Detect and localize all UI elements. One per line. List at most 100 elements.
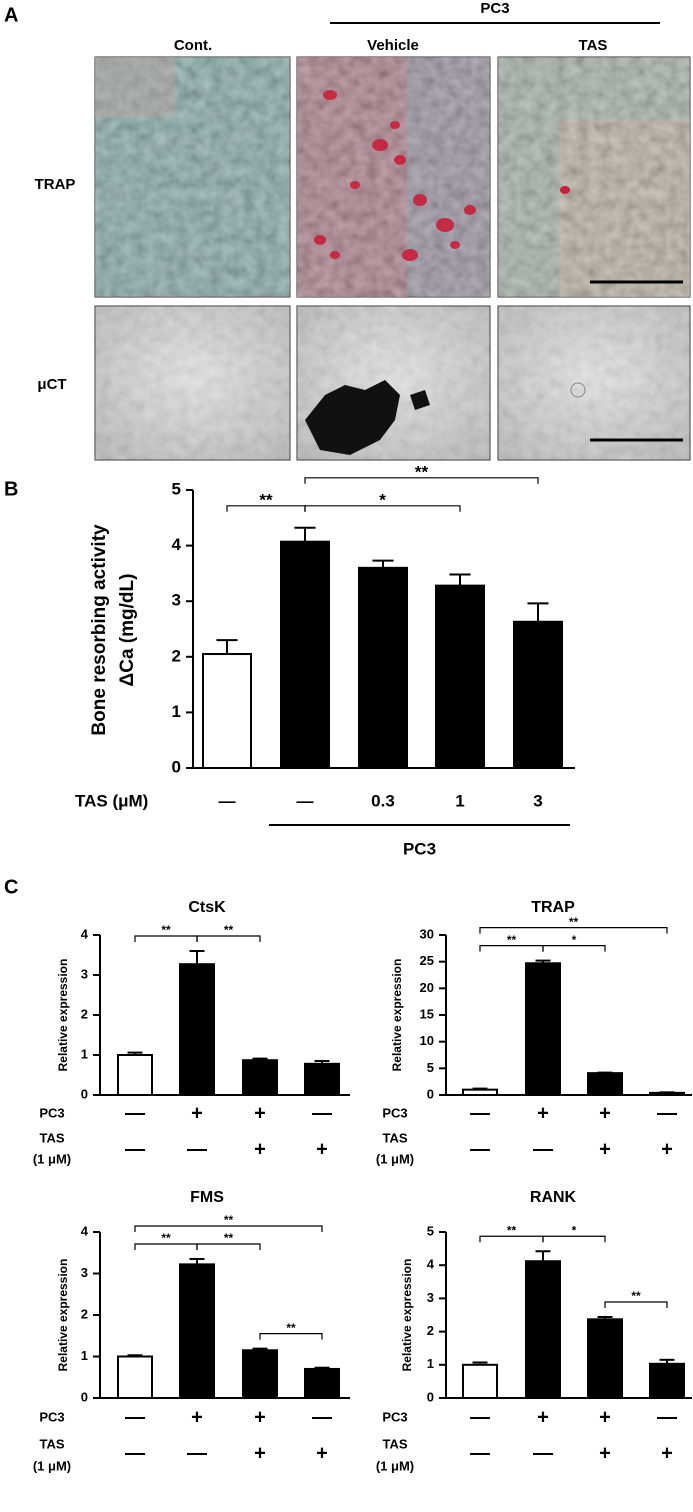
panel-label: A (4, 4, 18, 26)
y-tick-label: 2 (427, 1323, 434, 1338)
significance-bracket (304, 477, 539, 484)
y-tick-label: 2 (81, 1006, 88, 1021)
y-tick-label: 3 (427, 1290, 434, 1305)
chart-title: RANK (530, 1189, 577, 1206)
y-tick-label: 3 (81, 966, 88, 981)
ct-image (94, 305, 291, 461)
y-axis-label: Relative expression (56, 959, 70, 1072)
condition: — (533, 1442, 553, 1464)
row-label: (1 μM) (33, 1458, 71, 1473)
y-tick-label: 1 (172, 702, 181, 721)
y-tick-label: 4 (427, 1257, 435, 1272)
significance-label: ** (259, 490, 273, 509)
significance-label: ** (286, 1321, 296, 1335)
row-label: TRAP (35, 176, 76, 193)
significance-label: ** (507, 933, 517, 947)
chart-title: CtsK (188, 899, 226, 916)
significance-label: ** (224, 923, 234, 937)
significance-label: * (572, 933, 577, 947)
bar (202, 653, 252, 770)
condition: + (661, 1442, 673, 1464)
row-label: PC3 (382, 1409, 407, 1424)
ct-image (497, 305, 691, 461)
y-tick-label: 4 (172, 535, 182, 554)
significance-bracket (304, 505, 461, 512)
bar (513, 620, 563, 769)
y-tick-label: 1 (81, 1348, 88, 1363)
column-label: TAS (579, 37, 608, 54)
group-label: PC3 (403, 839, 436, 858)
y-tick-label: 5 (427, 1060, 434, 1075)
y-tick-label: 5 (172, 479, 181, 498)
significance-bracket (542, 1235, 606, 1243)
condition: + (254, 1406, 266, 1428)
condition: + (191, 1102, 203, 1124)
y-tick-label: 3 (172, 591, 181, 610)
condition: — (470, 1406, 490, 1428)
y-axis-label: Relative expression (390, 959, 404, 1072)
ct-image (296, 305, 491, 461)
bar (649, 1091, 685, 1097)
condition: — (657, 1102, 677, 1124)
chart-title: TRAP (531, 899, 575, 916)
y-tick-label: 25 (420, 953, 434, 968)
bar (462, 1088, 498, 1096)
y-axis-label: Bone resorbing activity (89, 524, 110, 736)
significance-bracket (134, 1225, 323, 1232)
bar (242, 1349, 278, 1400)
bar (304, 1367, 340, 1399)
condition: — (470, 1442, 490, 1464)
row-label: (1 μM) (376, 1458, 414, 1473)
condition: — (187, 1442, 207, 1464)
micrograph (497, 56, 691, 298)
significance-label: * (572, 1223, 577, 1237)
bar (587, 1318, 623, 1400)
condition: + (254, 1138, 266, 1160)
row-label: TAS (382, 1436, 407, 1451)
y-tick-label: 2 (81, 1306, 88, 1321)
significance-label: ** (507, 1223, 517, 1237)
significance-bracket (542, 945, 606, 952)
x-axis-label: TAS (μM) (75, 791, 148, 810)
condition: + (599, 1406, 611, 1428)
condition: — (125, 1406, 145, 1428)
chart-title: FMS (190, 1189, 224, 1206)
condition: + (599, 1138, 611, 1160)
row-label: PC3 (382, 1105, 407, 1120)
row-label: TAS (382, 1130, 407, 1145)
condition: — (470, 1138, 490, 1160)
significance-label: ** (224, 1213, 234, 1227)
condition: + (599, 1102, 611, 1124)
bar (587, 1072, 623, 1096)
bar (462, 1363, 498, 1400)
bar (179, 963, 215, 1097)
bar (117, 1355, 153, 1399)
column-label: Cont. (174, 37, 212, 54)
row-label: μCT (37, 376, 66, 393)
y-tick-label: 15 (420, 1006, 434, 1021)
x-tick-label: — (297, 791, 314, 810)
panel-label: B (4, 478, 18, 500)
condition: + (316, 1442, 328, 1464)
significance-bracket (479, 927, 668, 934)
y-tick-label: 0 (172, 757, 181, 776)
y-tick-label: 0 (81, 1389, 88, 1404)
y-axis-label: Relative expression (400, 1259, 414, 1372)
condition: + (254, 1102, 266, 1124)
y-tick-label: 0 (427, 1086, 434, 1101)
row-label: PC3 (39, 1105, 64, 1120)
x-tick-label: 1 (455, 791, 464, 810)
significance-label: ** (631, 1289, 641, 1303)
condition: + (191, 1406, 203, 1428)
condition: + (254, 1442, 266, 1464)
condition: + (599, 1442, 611, 1464)
significance-bracket (196, 1243, 261, 1250)
significance-label: * (379, 490, 386, 509)
significance-bracket (196, 935, 261, 942)
bar (280, 540, 330, 770)
row-label: TAS (39, 1130, 64, 1145)
bar (179, 1263, 215, 1399)
condition: — (657, 1406, 677, 1428)
